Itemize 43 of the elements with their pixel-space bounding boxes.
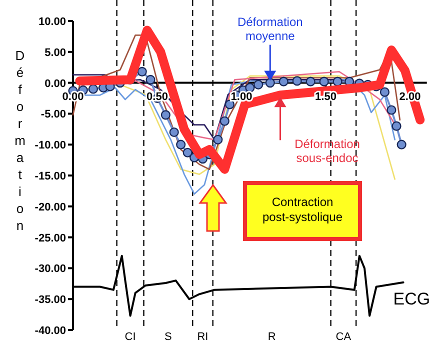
point [220,116,230,126]
series-label: ECG [393,289,430,308]
y-tick-label: 5.00 [44,46,66,59]
y-tick-label: -30.00 [34,263,66,276]
point [254,80,264,90]
point [160,110,170,120]
point [306,76,316,86]
y-tick-label: -25.00 [34,232,66,244]
y-tick-label: -40.00 [34,325,66,337]
point [224,100,235,110]
point [137,66,147,76]
y-tick-label: -35.00 [34,294,66,306]
y-tick-label: -15.00 [34,170,66,182]
point [319,76,329,86]
point [380,87,390,97]
point [176,140,186,150]
point [213,134,223,144]
text: RI [197,331,208,343]
point [265,78,275,88]
text: CA [336,331,352,343]
text: Déformation sous-endoc [294,137,360,166]
point [386,105,396,115]
annotation: Contraction post-systolique [262,195,343,224]
y-tick-label: -20.00 [34,201,66,214]
point [146,74,156,85]
point [88,84,98,94]
text: CI [124,331,136,343]
y-tick-label: 0.00 [44,78,66,90]
point [278,76,288,86]
y-tick-label: -10.00 [34,140,66,152]
text: S [164,331,172,343]
point [182,148,192,158]
y-tick-label: 10.00 [38,16,66,28]
point [169,127,179,138]
y-tick-label: -5.00 [40,108,66,121]
x-tick-label: 0.50 [146,90,168,103]
point [396,140,406,150]
text: Déformation [14,48,26,233]
point [292,76,302,86]
text: Déformation moyenne [237,14,303,43]
point [332,76,342,86]
point [392,121,402,131]
text: R [268,331,276,343]
